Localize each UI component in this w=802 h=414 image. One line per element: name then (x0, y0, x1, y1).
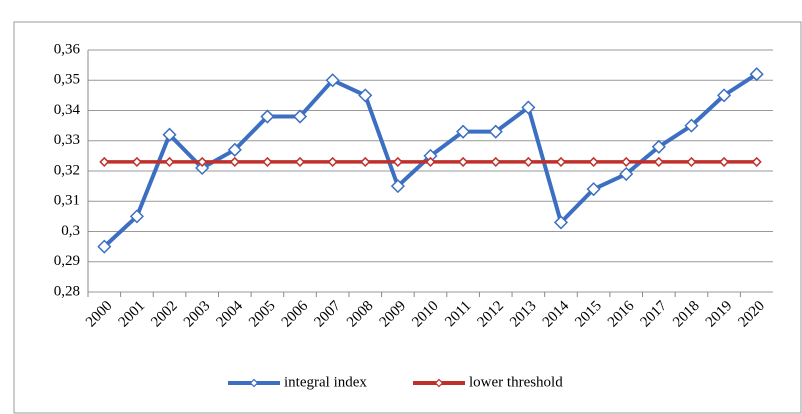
point-marker (229, 156, 240, 167)
point-marker (99, 156, 110, 167)
point-marker (555, 156, 567, 167)
y-tick-label: 0,32 (54, 162, 80, 178)
point-marker (131, 156, 142, 167)
point-marker (360, 156, 371, 167)
point-marker (164, 156, 175, 167)
point-marker (717, 88, 732, 103)
y-tick-label: 0,29 (54, 253, 80, 269)
y-tick-label: 0,36 (54, 41, 81, 57)
point-marker (521, 100, 536, 115)
point-marker (686, 156, 697, 167)
point-marker (488, 124, 503, 139)
point-marker (588, 156, 599, 167)
point-marker (586, 182, 601, 197)
point-marker (129, 209, 144, 224)
point-marker (719, 156, 730, 167)
point-marker (294, 156, 306, 167)
legend-label: lower threshold (469, 374, 563, 390)
point-marker (358, 88, 373, 103)
legend-marker (434, 378, 444, 388)
point-marker (292, 109, 308, 124)
point-marker (425, 156, 436, 167)
point-marker (260, 109, 275, 124)
point-marker (392, 156, 403, 167)
point-marker (621, 156, 632, 167)
y-tick-label: 0,35 (54, 72, 80, 88)
point-marker (325, 73, 340, 88)
point-marker (195, 160, 210, 176)
point-marker (456, 124, 471, 139)
point-marker (523, 156, 534, 167)
point-marker (553, 215, 569, 230)
point-marker (490, 156, 501, 167)
point-marker (751, 156, 762, 167)
legend-label: integral index (284, 374, 367, 390)
point-marker (749, 67, 764, 82)
point-marker (97, 239, 112, 254)
y-tick-label: 0,28 (54, 283, 80, 299)
point-marker (653, 156, 664, 167)
point-marker (197, 156, 208, 167)
y-tick-label: 0,33 (54, 132, 80, 148)
point-marker (651, 139, 666, 154)
y-tick-label: 0,34 (54, 102, 81, 118)
point-marker (390, 179, 405, 194)
point-marker (162, 127, 177, 142)
point-marker (619, 166, 634, 182)
point-marker (684, 118, 699, 133)
point-marker (262, 156, 273, 167)
y-tick-label: 0,3 (61, 223, 80, 239)
legend-marker (249, 378, 259, 388)
y-tick-label: 0,31 (54, 193, 80, 209)
point-marker (458, 156, 469, 167)
point-marker (227, 142, 242, 157)
chart-frame (13, 21, 802, 414)
point-marker (327, 156, 338, 167)
